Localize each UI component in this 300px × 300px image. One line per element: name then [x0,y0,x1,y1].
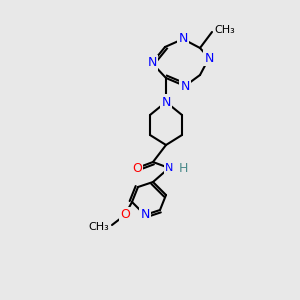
Text: N: N [204,52,214,64]
Text: N: N [161,95,171,109]
Text: CH₃: CH₃ [214,25,235,35]
Text: O: O [132,161,142,175]
Text: N: N [180,80,190,92]
Text: O: O [120,208,130,221]
Text: N: N [140,208,150,221]
Text: N: N [165,163,173,173]
Text: N: N [147,56,157,70]
Text: H: H [178,161,188,175]
Text: N: N [178,32,188,46]
Text: CH₃: CH₃ [88,222,109,232]
